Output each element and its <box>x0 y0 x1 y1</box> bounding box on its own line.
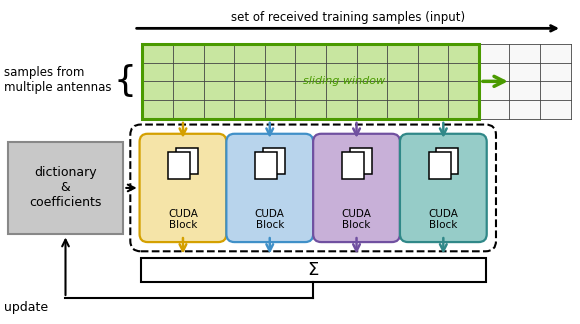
Text: CUDA
Block: CUDA Block <box>168 209 198 230</box>
Bar <box>141 258 485 282</box>
Text: samples from
multiple antennas: samples from multiple antennas <box>3 66 111 94</box>
FancyBboxPatch shape <box>400 134 487 242</box>
Bar <box>143 44 479 119</box>
Bar <box>8 142 124 234</box>
Bar <box>350 148 372 174</box>
Text: {: { <box>113 64 136 98</box>
Text: CUDA
Block: CUDA Block <box>429 209 458 230</box>
Text: sliding window: sliding window <box>303 76 385 87</box>
Bar <box>342 152 364 179</box>
Bar <box>176 148 198 174</box>
FancyBboxPatch shape <box>226 134 313 242</box>
FancyBboxPatch shape <box>140 134 226 242</box>
Bar <box>143 44 479 119</box>
FancyBboxPatch shape <box>313 134 400 242</box>
Bar <box>169 152 190 179</box>
Bar <box>263 148 285 174</box>
Bar <box>143 44 571 119</box>
Bar <box>429 152 451 179</box>
Text: set of received training samples (input): set of received training samples (input) <box>231 11 465 25</box>
Bar <box>436 148 458 174</box>
Text: CUDA
Block: CUDA Block <box>255 209 285 230</box>
Bar <box>255 152 277 179</box>
Text: CUDA
Block: CUDA Block <box>342 209 371 230</box>
Text: update: update <box>3 301 48 314</box>
Text: dictionary
&
coefficients: dictionary & coefficients <box>30 167 102 209</box>
Text: Σ: Σ <box>307 261 319 279</box>
